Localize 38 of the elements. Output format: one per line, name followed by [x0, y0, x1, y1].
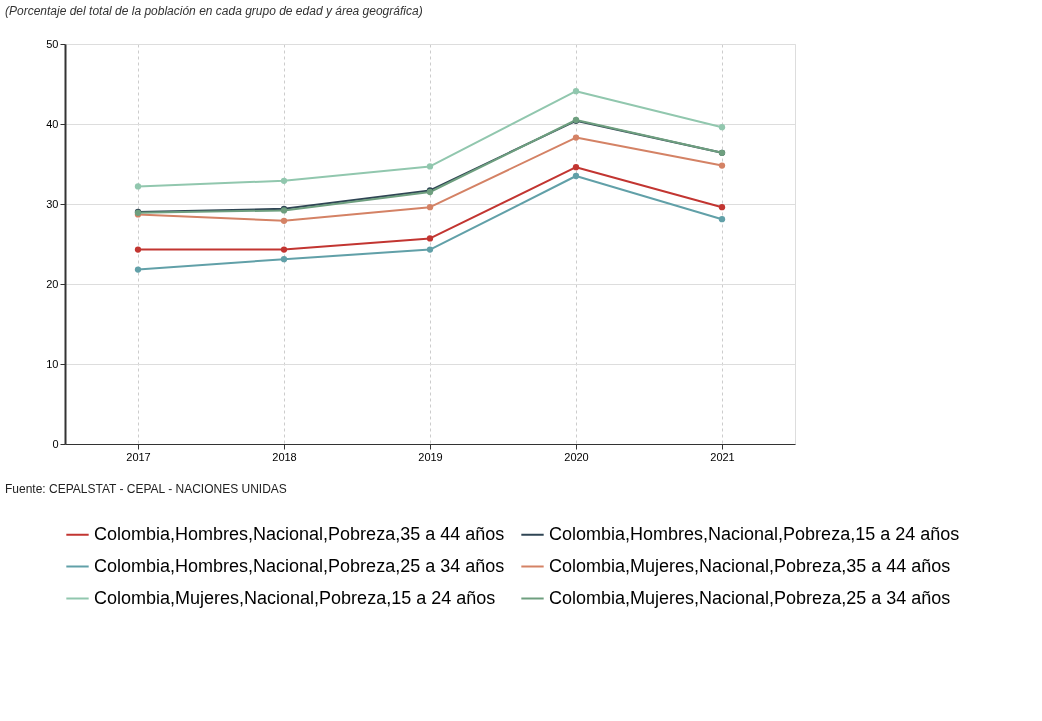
point	[718, 216, 726, 223]
x-tick-label: 2019	[418, 450, 443, 463]
legend-label: Colombia,Mujeres,Nacional,Pobreza,25 a 34 años	[549, 587, 951, 608]
y-tick-label: 10	[46, 357, 59, 370]
point	[718, 162, 726, 169]
legend-label: Colombia,Hombres,Nacional,Pobreza,35 a 44 años	[94, 523, 505, 544]
legend-label: Colombia,Hombres,Nacional,Pobreza,15 a 24 años	[549, 523, 960, 544]
point	[572, 164, 580, 171]
point	[280, 217, 288, 224]
y-tick-label: 40	[46, 117, 59, 130]
point	[134, 183, 142, 190]
point	[426, 163, 434, 170]
source-note: Fuente: CEPALSTAT - CEPAL - NACIONES UNIDAS	[5, 482, 287, 496]
y-tick-label: 20	[46, 277, 59, 290]
x-tick-label: 2021	[710, 450, 735, 463]
y-tick-label: 30	[46, 197, 59, 210]
x-tick-label: 2017	[126, 450, 151, 463]
x-tick-label: 2018	[272, 450, 297, 463]
point	[426, 204, 434, 211]
point	[134, 246, 142, 253]
point	[280, 256, 288, 263]
x-tick-label: 2020	[564, 450, 589, 463]
point	[280, 177, 288, 184]
point	[134, 266, 142, 273]
legend-label: Colombia,Mujeres,Nacional,Pobreza,15 a 24 años	[94, 587, 496, 608]
point	[426, 235, 434, 242]
point	[718, 124, 726, 131]
point	[572, 172, 580, 180]
point	[280, 246, 288, 253]
legend-label: Colombia,Mujeres,Nacional,Pobreza,35 a 44 años	[549, 555, 951, 576]
legend-label: Colombia,Hombres,Nacional,Pobreza,25 a 34 años	[94, 555, 505, 576]
chart-subtitle: (Porcentaje del total de la población en cada grupo de edad y área geográfica)	[5, 4, 423, 18]
point	[572, 88, 580, 95]
point	[718, 204, 726, 211]
y-tick-label: 50	[46, 37, 59, 50]
point	[426, 246, 434, 253]
y-tick-label: 0	[52, 437, 59, 450]
point	[572, 134, 580, 141]
